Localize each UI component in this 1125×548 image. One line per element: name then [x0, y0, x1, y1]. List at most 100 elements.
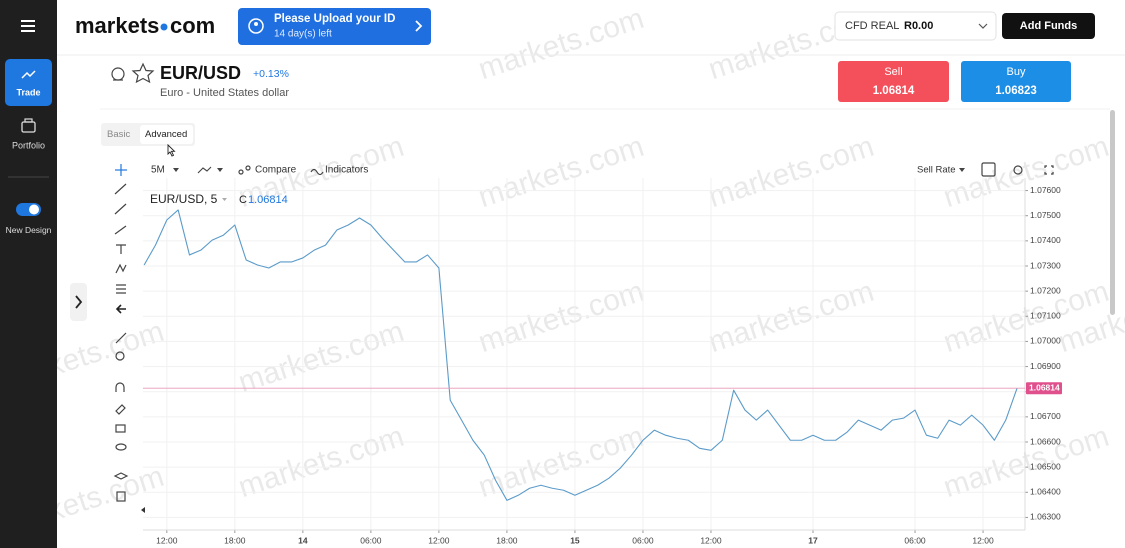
visibility-tool[interactable]: [115, 443, 127, 451]
nav-label-text: New Design: [6, 225, 52, 235]
interval-select[interactable]: 5M: [151, 165, 179, 176]
layers-tool[interactable]: [113, 472, 129, 480]
y-tick-label: 1.06900: [1030, 361, 1061, 371]
expand-handle[interactable]: [70, 283, 87, 321]
y-tick-label: 1.07600: [1030, 185, 1061, 195]
banner-title: Please Upload your ID: [274, 13, 395, 25]
last-price-label: 1.06814: [1029, 382, 1060, 392]
x-tick-label: 12:00: [428, 535, 450, 545]
button-label: Add Funds: [1020, 20, 1077, 32]
watermark: markets.com: [474, 275, 647, 359]
delete-tool[interactable]: [116, 491, 126, 502]
crosshair-tool[interactable]: [115, 164, 127, 176]
nav-portfolio[interactable]: Portfolio: [12, 118, 45, 150]
lock-tool[interactable]: [115, 424, 126, 433]
measure-tool[interactable]: [116, 284, 126, 294]
x-tick-label: 12:00: [156, 535, 178, 545]
tab-active-bg: [140, 125, 193, 144]
button-label: Sell: [884, 66, 902, 78]
watermark: markets.com: [474, 130, 647, 214]
legend-close-value: 1.06814: [248, 194, 288, 206]
compare-button[interactable]: Compare: [238, 165, 297, 176]
x-tick-label: 17: [808, 535, 818, 545]
cursor: [167, 143, 176, 157]
buy-price: 1.06823: [995, 85, 1037, 97]
watermark: markets.com: [474, 2, 647, 86]
nav-label: Trade: [16, 87, 40, 97]
legend-series: EUR/USD, 5: [150, 192, 218, 206]
text-tool[interactable]: [116, 244, 126, 254]
watermark: markets.com: [234, 315, 407, 399]
banner-subtitle: 14 day(s) left: [274, 29, 332, 40]
fullscreen-button[interactable]: [1044, 165, 1054, 175]
account-select[interactable]: CFD REAL R0.00: [834, 11, 997, 41]
new-design-toggle[interactable]: New Design: [6, 203, 52, 235]
account-balance: R0.00: [904, 20, 933, 32]
rate-select[interactable]: Sell Rate: [917, 165, 965, 176]
y-tick-label: 1.06300: [1030, 512, 1061, 522]
pattern-tool[interactable]: [114, 225, 127, 235]
logo[interactable]: markets com: [75, 13, 215, 38]
trend-tool[interactable]: [114, 183, 127, 195]
magnet-tool[interactable]: [115, 382, 125, 392]
x-tick-label: 12:00: [700, 535, 722, 545]
nav-trade[interactable]: Trade: [5, 59, 52, 106]
legend-close-label: C: [239, 194, 247, 206]
y-tick-label: 1.07100: [1030, 311, 1061, 321]
tab-advanced[interactable]: Advanced: [145, 129, 187, 140]
y-tick-label: 1.07000: [1030, 336, 1061, 346]
buy-button[interactable]: Buy 1.06823: [961, 61, 1071, 102]
y-tick-label: 1.07200: [1030, 285, 1061, 295]
chart-type-select[interactable]: [197, 166, 223, 174]
nav-label: New Design: [6, 225, 52, 235]
upload-banner[interactable]: Please Upload your ID 14 day(s) left: [238, 8, 431, 45]
zoom-tool[interactable]: [115, 351, 125, 361]
nav-label: Portfolio: [12, 140, 45, 150]
interval: 5M: [151, 165, 165, 176]
logo-right: com: [170, 13, 215, 38]
drawing-tools: [113, 164, 129, 502]
price-chart: 1.07600 1.07500 1.07400 1.07300 1.07200 1.071…: [143, 178, 1062, 545]
button-label: Buy: [1007, 66, 1026, 78]
rate: Sell Rate: [917, 165, 956, 176]
watermark: markets.com: [704, 130, 877, 214]
x-tick-label: 15: [570, 535, 580, 545]
fib-tool[interactable]: [114, 203, 127, 215]
lock-draw-tool[interactable]: [115, 404, 126, 415]
screenshot-button[interactable]: [981, 162, 996, 177]
sell-button[interactable]: Sell 1.06814: [838, 61, 949, 102]
account-type: CFD REAL: [845, 20, 899, 32]
alert-icon[interactable]: [111, 67, 125, 81]
y-tick-label: 1.07500: [1030, 210, 1061, 220]
watermark: markets.com: [704, 275, 877, 359]
x-tick-label: 18:00: [496, 535, 518, 545]
menu-button[interactable]: [21, 20, 35, 32]
tab-basic[interactable]: Basic: [107, 129, 130, 140]
settings-button[interactable]: [1013, 165, 1023, 175]
y-tick-label: 1.06500: [1030, 461, 1061, 471]
favorite-icon[interactable]: [131, 62, 155, 84]
prediction-tool[interactable]: [115, 263, 127, 274]
indicators-button[interactable]: Indicators: [310, 165, 368, 176]
x-tick-label: 12:00: [972, 535, 994, 545]
y-tick-label: 1.06700: [1030, 411, 1061, 421]
instrument-symbol: EUR/USD: [160, 63, 241, 83]
watermark: markets.com: [474, 420, 647, 504]
legend-arrow: [222, 198, 227, 201]
watermark: markets.com: [939, 130, 1112, 214]
scrollbar[interactable]: [1110, 110, 1115, 315]
y-tick-label: 1.07300: [1030, 260, 1061, 270]
y-tick-label: 1.06400: [1030, 487, 1061, 497]
x-tick-label: 14: [298, 535, 308, 545]
x-tick-label: 06:00: [632, 535, 654, 545]
back-tool[interactable]: [115, 304, 126, 314]
axis-arrow: [141, 507, 145, 513]
ruler-tool[interactable]: [115, 332, 127, 344]
indicators: Indicators: [325, 165, 368, 176]
logo-left: markets: [75, 13, 159, 38]
compare: Compare: [255, 165, 297, 176]
add-funds-button[interactable]: Add Funds: [1002, 13, 1095, 39]
watermark: markets.com: [939, 420, 1112, 504]
